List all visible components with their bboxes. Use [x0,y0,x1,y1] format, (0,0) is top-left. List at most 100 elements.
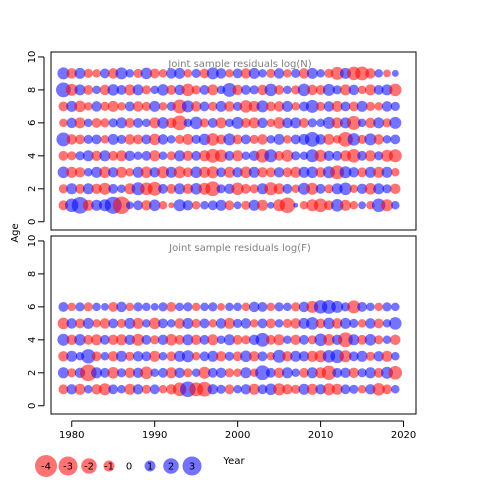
legend-bubble [144,460,156,472]
residual-bubble [92,85,101,95]
residual-bubble [340,84,351,96]
residual-bubble [239,100,253,113]
residual-bubble [83,134,93,144]
residual-bubble [132,166,144,178]
residual-bubble [382,335,392,345]
residual-bubble [197,381,212,397]
residual-bubble [257,199,268,211]
residual-bubble [149,350,161,362]
residual-bubble [339,350,352,363]
residual-bubble [390,101,400,111]
residual-bubble [307,84,318,96]
y-tick-label: 8 [27,271,38,277]
residual-bubble [306,350,318,362]
residual-bubble [116,334,127,346]
residual-bubble [216,134,227,145]
residual-bubble [339,166,352,179]
residual-bubble [381,101,393,112]
residual-bubble [232,351,243,362]
residual-bubble [338,332,353,348]
residual-bubble [373,367,384,378]
y-tick-label: 0 [27,219,38,225]
residual-bubble [214,149,228,163]
residual-bubble [330,199,344,212]
residual-bubble [383,69,391,78]
residual-bubble [149,167,160,178]
residual-bubble [381,350,393,362]
residual-bubble [307,335,317,345]
residual-bubble [273,367,285,379]
residual-bubble [183,118,193,128]
residual-bubble [382,302,392,312]
residual-bubble [382,118,392,128]
residual-bubble [298,301,310,313]
residual-bubble [141,85,151,95]
residual-bubble [58,301,69,312]
residual-bubble [266,135,276,144]
residual-bubble [331,100,343,112]
residual-bubble [99,318,111,329]
residual-bubble [323,101,335,112]
residual-bubble [331,117,343,129]
residual-bubble [172,115,187,131]
legend-item: 1 [144,460,156,473]
residual-bubble [340,367,351,379]
residual-bubble [274,150,285,161]
residual-bubble [357,319,367,328]
residual-bubble [117,102,126,111]
residual-bubble [182,167,193,178]
residual-bubble [265,334,276,345]
residual-bubble [182,317,194,329]
residual-bubble [283,69,292,78]
residual-bubble [207,200,218,211]
residual-bubble [331,318,343,329]
residual-bubble [306,383,318,395]
residual-bubble [265,383,277,396]
residual-bubble [331,300,344,313]
residual-bubble [240,68,252,79]
residual-bubble [206,67,219,80]
residual-bubble [232,150,244,162]
residual-bubble [357,167,368,178]
residual-bubble [157,117,169,129]
residual-bubble [125,351,135,361]
residual-bubble [291,68,301,78]
residual-bubble [374,69,383,78]
residual-bubble [249,85,259,95]
residual-bubble [66,350,78,362]
residual-bubble [82,199,94,211]
residual-bubble [373,183,385,195]
residual-bubble [240,367,252,379]
residual-bubble [205,181,221,197]
residual-bubble [124,334,136,346]
residual-bubble [357,118,367,128]
residual-bubble [349,201,359,210]
residual-bubble [223,133,236,146]
residual-bubble [150,335,160,345]
residual-bubble [223,166,235,178]
residual-bubble [233,385,242,394]
residual-bubble [75,183,85,194]
residual-bubble [224,200,235,211]
residual-bubble [158,102,168,111]
residual-bubble [199,334,210,345]
residual-bubble [99,367,110,378]
residual-bubble [174,67,186,79]
residual-bubble [107,334,119,346]
residual-bubble [124,317,136,329]
legend-label: -3 [63,462,73,473]
x-tick-label: 1990 [142,430,167,441]
residual-bubble [100,101,110,111]
residual-bubble [191,318,201,328]
residual-bubble [191,368,201,378]
residual-bubble [182,334,194,346]
residual-bubble [283,135,292,144]
residual-bubble [348,101,359,112]
y-tick-label: 4 [27,337,38,343]
residual-bubble [265,367,276,378]
residual-bubble [323,334,335,346]
residual-bubble [116,166,127,178]
residual-bubble [215,68,227,79]
residual-bubble [306,67,318,79]
residual-bubble [225,69,234,78]
